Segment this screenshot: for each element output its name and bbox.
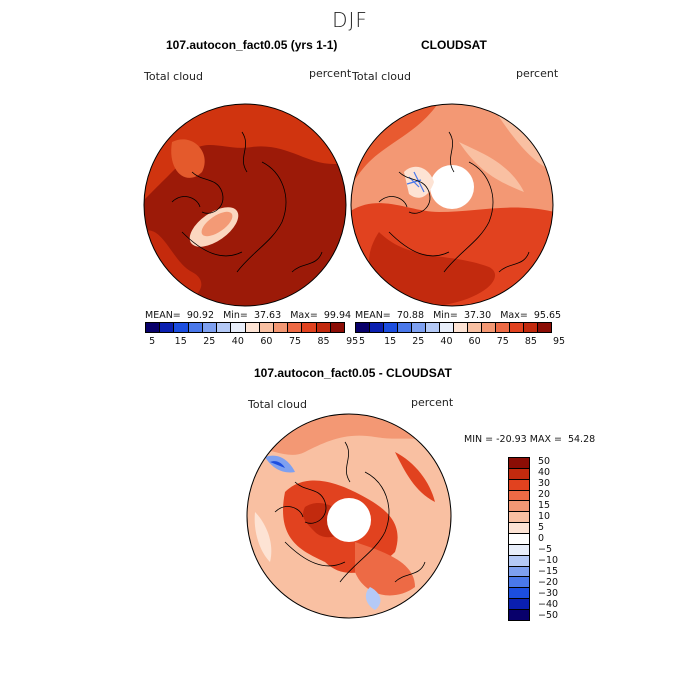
colorbar-tick-label: 5 [149, 336, 156, 347]
colorbar-tick-label: 40 [231, 336, 244, 347]
colorbar-swatch [509, 588, 529, 600]
colorbar-swatch [273, 323, 289, 332]
colorbar-tick-label: 10 [538, 511, 551, 523]
colorbar-tick-label: −5 [538, 543, 553, 555]
panel1-colorbar [145, 322, 345, 333]
colorbar-tick-label: 40 [440, 336, 453, 347]
colorbar-swatch [188, 323, 203, 332]
panel2-colorbar [355, 322, 552, 333]
colorbar-tick-label: 25 [412, 336, 425, 347]
colorbar-swatch [412, 323, 426, 332]
colorbar-swatch [231, 323, 246, 332]
panel2-polar-map [350, 103, 554, 307]
colorbar-swatch [259, 323, 274, 332]
colorbar-swatch [356, 323, 370, 332]
colorbar-swatch [524, 323, 538, 332]
colorbar-tick-label: 95 [552, 336, 566, 347]
colorbar-swatch [302, 323, 317, 332]
panel3-colorbar-ticks: 50 40 30 20 15 10 5 0 −5 −10 −15 −20 −30 −40 −50 [536, 456, 576, 621]
colorbar-swatch [245, 323, 260, 332]
colorbar-swatch [496, 323, 510, 332]
colorbar-swatch [202, 323, 218, 332]
colorbar-swatch [509, 458, 529, 469]
colorbar-tick-label: −15 [538, 565, 559, 577]
panel3-polar-map [246, 413, 452, 619]
panel1-title: 107.autocon_fact0.05 (yrs 1-1) [166, 38, 338, 52]
colorbar-swatch [509, 555, 529, 567]
colorbar-swatch [330, 323, 345, 332]
colorbar-tick-label: 95 [346, 336, 359, 347]
colorbar-swatch [509, 501, 529, 513]
colorbar-tick-label: 85 [524, 336, 537, 347]
colorbar-tick-label: 0 [538, 533, 545, 544]
colorbar-swatch [316, 323, 331, 332]
colorbar-tick-label: 30 [538, 478, 551, 490]
colorbar-swatch [509, 512, 529, 524]
colorbar-swatch [482, 323, 496, 332]
colorbar-swatch [146, 323, 161, 332]
panel3-range-text: MIN = -20.93 MAX = 54.28 [464, 434, 596, 445]
colorbar-swatch [174, 323, 189, 332]
panel1-stats: MEAN= 90.92 Min= 37.63 Max= 99.94 [145, 310, 352, 321]
colorbar-tick-label: −20 [538, 576, 559, 588]
colorbar-swatch [509, 490, 529, 502]
colorbar-tick-label: 75 [288, 336, 302, 347]
colorbar-swatch [509, 566, 529, 578]
colorbar-swatch [538, 323, 551, 332]
colorbar-swatch [509, 599, 529, 611]
colorbar-swatch [426, 323, 440, 332]
colorbar-swatch [468, 323, 482, 332]
colorbar-tick-label: −40 [538, 598, 559, 610]
colorbar-swatch [370, 323, 384, 332]
panel3-colorbar [508, 457, 530, 621]
panel2-stats: MEAN= 70.88 Min= 37.30 Max= 95.65 [355, 310, 562, 321]
colorbar-tick-label: 85 [317, 336, 330, 347]
colorbar-swatch [509, 468, 529, 480]
colorbar-tick-label: 50 [538, 456, 551, 468]
colorbar-tick-label: 20 [538, 489, 551, 501]
figure-title: DJF [332, 8, 368, 32]
colorbar-tick-label: 15 [538, 500, 551, 512]
colorbar-tick-label: 25 [203, 336, 216, 347]
colorbar-tick-label: −10 [538, 554, 559, 566]
colorbar-swatch [509, 610, 529, 620]
panel3-variable-label: Total cloud [248, 398, 307, 411]
colorbar-swatch [510, 323, 524, 332]
colorbar-tick-label: 15 [174, 336, 187, 347]
colorbar-tick-label: 40 [538, 467, 551, 479]
colorbar-swatch [398, 323, 412, 332]
colorbar-tick-label: −30 [538, 587, 559, 599]
colorbar-tick-label: 75 [496, 336, 509, 347]
colorbar-swatch [440, 323, 454, 332]
panel1-variable-label: Total cloud [144, 70, 203, 83]
colorbar-tick-label: 60 [468, 336, 481, 347]
panel1-colorbar-ticks: 5 15 25 40 60 75 85 95 [145, 336, 358, 348]
panel2-units-label: percent [516, 67, 559, 80]
colorbar-swatch [509, 534, 529, 545]
colorbar-swatch [217, 323, 232, 332]
colorbar-tick-label: 5 [538, 522, 545, 534]
panel3-units-label: percent [411, 396, 454, 409]
panel1-units-label: percent [309, 67, 352, 80]
colorbar-tick-label: −50 [538, 609, 559, 621]
colorbar-swatch [454, 323, 468, 332]
colorbar-tick-label: 15 [384, 336, 397, 347]
colorbar-tick-label: 60 [260, 336, 273, 347]
panel3-title: 107.autocon_fact0.05 - CLOUDSAT [254, 366, 452, 380]
colorbar-swatch [160, 323, 175, 332]
colorbar-swatch [509, 577, 529, 589]
colorbar-swatch [288, 323, 303, 332]
colorbar-tick-label: 5 [359, 336, 366, 347]
colorbar-swatch [509, 479, 529, 491]
panel2-title: CLOUDSAT [421, 38, 487, 52]
colorbar-swatch [509, 523, 529, 535]
colorbar-swatch [384, 323, 398, 332]
colorbar-swatch [509, 544, 529, 556]
panel1-polar-map [143, 103, 347, 307]
panel2-variable-label: Total cloud [352, 70, 411, 83]
panel2-colorbar-ticks: 5 15 25 40 60 75 85 95 [355, 336, 565, 348]
